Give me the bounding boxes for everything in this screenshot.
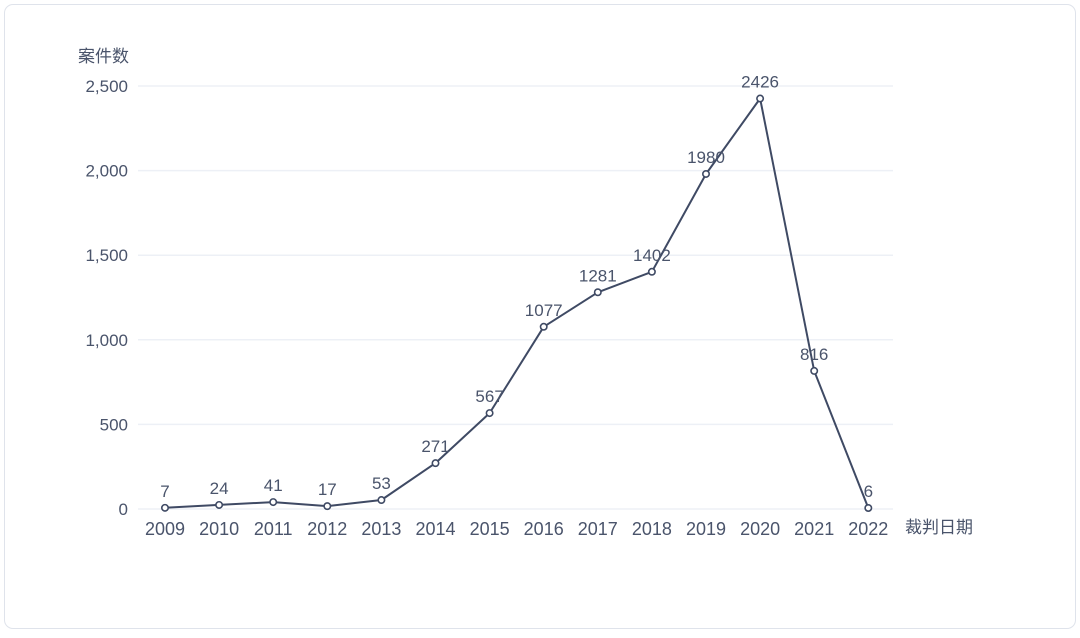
x-tick-label: 2022: [848, 519, 888, 539]
data-point-marker: [323, 502, 332, 511]
data-point-marker: [431, 459, 440, 468]
data-point-marker: [701, 169, 710, 178]
data-point-label: 271: [421, 437, 449, 456]
data-point-marker: [756, 94, 765, 103]
data-point-marker: [593, 288, 602, 297]
x-tick-label: 2016: [524, 519, 564, 539]
data-point-marker: [810, 366, 819, 375]
x-axis-title: 裁判日期: [905, 518, 973, 537]
data-point-marker: [539, 322, 548, 331]
y-tick-label: 2,000: [85, 162, 128, 181]
data-point-label: 1077: [525, 301, 563, 320]
x-tick-label: 2021: [794, 519, 834, 539]
data-point-marker: [161, 503, 170, 512]
x-tick-label: 2017: [578, 519, 618, 539]
data-point-marker: [647, 267, 656, 276]
x-tick-label: 2012: [307, 519, 347, 539]
data-point-label: 1281: [579, 266, 617, 285]
data-point-marker: [215, 500, 224, 509]
x-tick-label: 2020: [740, 519, 780, 539]
x-tick-label: 2014: [415, 519, 455, 539]
x-tick-label: 2018: [632, 519, 672, 539]
x-tick-label: 2015: [470, 519, 510, 539]
data-point-marker: [864, 503, 873, 512]
data-point-marker: [377, 496, 386, 505]
data-line: [164, 97, 870, 509]
data-point-label: 41: [264, 476, 283, 495]
data-point-label: 567: [475, 387, 503, 406]
data-point-label: 17: [318, 480, 337, 499]
x-tick-label: 2013: [361, 519, 401, 539]
chart-card: [4, 4, 1076, 629]
data-point-label: 24: [210, 479, 229, 498]
data-point-marker: [485, 409, 494, 418]
data-point-label: 6: [864, 482, 873, 501]
y-tick-label: 2,500: [85, 77, 128, 96]
y-tick-label: 1,500: [85, 246, 128, 265]
data-point-label: 7: [160, 482, 169, 501]
data-point-label: 2426: [741, 73, 779, 92]
x-tick-label: 2009: [145, 519, 185, 539]
y-tick-label: 500: [100, 415, 128, 434]
x-tick-label: 2019: [686, 519, 726, 539]
data-point-label: 53: [372, 474, 391, 493]
y-axis-title: 案件数: [78, 47, 129, 66]
y-tick-label: 0: [119, 500, 128, 519]
data-point-label: 816: [800, 345, 828, 364]
y-tick-label: 1,000: [85, 331, 128, 350]
x-tick-label: 2010: [199, 519, 239, 539]
data-point-marker: [269, 498, 278, 507]
x-tick-label: 2011: [254, 519, 293, 539]
data-point-label: 1402: [633, 246, 671, 265]
data-point-label: 1980: [687, 148, 725, 167]
